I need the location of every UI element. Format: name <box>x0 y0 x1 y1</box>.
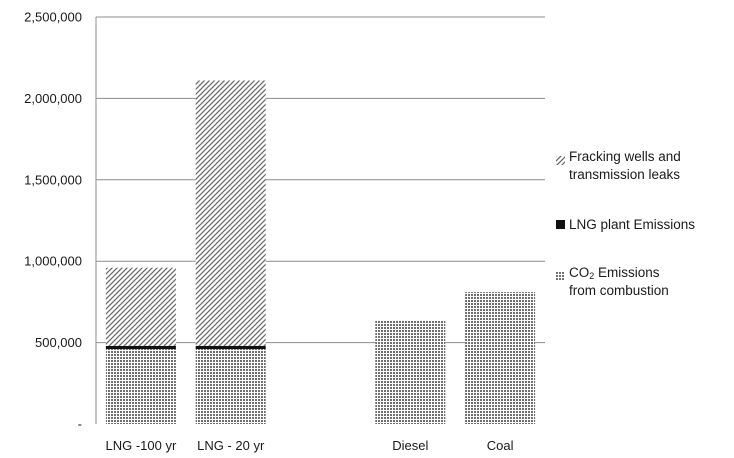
bar-combustion <box>195 349 266 424</box>
legend-item-leaks: Fracking wells and transmission leaks <box>556 148 681 184</box>
bar-leaks <box>105 267 176 346</box>
stacked-bar-chart: - 500,000 1,000,000 1,500,000 2,000,000 2,500… <box>24 10 545 453</box>
bar-plant <box>195 345 266 350</box>
x-axis-tick-labels: LNG -100 yr LNG - 20 yr Diesel Coal <box>105 438 513 453</box>
bar-combustion <box>105 349 176 424</box>
bar-plant <box>105 345 176 350</box>
bars <box>105 80 536 424</box>
y-tick-label: 2,500,000 <box>24 10 82 25</box>
bar-combustion <box>375 320 446 424</box>
y-tick-label: 1,500,000 <box>24 172 82 187</box>
legend-swatch-combustion <box>556 268 565 281</box>
legend-item-plant: LNG plant Emissions <box>556 216 695 234</box>
dotted-pattern-swatch-icon <box>556 272 565 281</box>
bar-leaks <box>195 80 266 346</box>
legend-subscript-2: 2 <box>589 271 595 281</box>
legend-swatch-leaks <box>556 152 565 165</box>
legend-swatch-plant <box>556 220 565 229</box>
legend-label-plant: LNG plant Emissions <box>569 216 695 234</box>
legend-item-combustion: CO2 Emissions from combustion <box>556 264 669 300</box>
legend-label-leaks-line-1: Fracking wells and <box>569 149 681 164</box>
legend-label-leaks-line-2: transmission leaks <box>569 167 681 182</box>
bar-combustion <box>465 292 536 424</box>
legend-label-leaks: Fracking wells and transmission leaks <box>569 148 681 184</box>
x-tick-label: LNG -100 yr <box>105 438 176 453</box>
legend-label-combustion-line-1: CO2 Emissions <box>569 264 669 282</box>
y-tick-label: 2,000,000 <box>24 91 82 106</box>
legend: Fracking wells and transmission leaks LN… <box>550 0 734 458</box>
legend-label-plant-line-1: LNG plant Emissions <box>569 217 696 232</box>
y-axis-tick-labels: - 500,000 1,000,000 1,500,000 2,000,000 2,500… <box>24 10 82 432</box>
y-tick-label: 1,000,000 <box>24 254 82 269</box>
y-tick-label: 500,000 <box>35 335 82 350</box>
x-tick-label: Diesel <box>392 438 428 453</box>
y-tick-label: - <box>78 417 82 432</box>
legend-co-text: CO <box>569 265 590 280</box>
x-tick-label: LNG - 20 yr <box>197 438 265 453</box>
legend-label-combustion: CO2 Emissions from combustion <box>569 264 669 300</box>
legend-label-combustion-line-2: from combustion <box>569 283 669 298</box>
x-tick-label: Coal <box>487 438 514 453</box>
legend-emissions-text: Emissions <box>594 265 660 280</box>
diagonal-pattern-swatch-icon <box>556 156 565 165</box>
